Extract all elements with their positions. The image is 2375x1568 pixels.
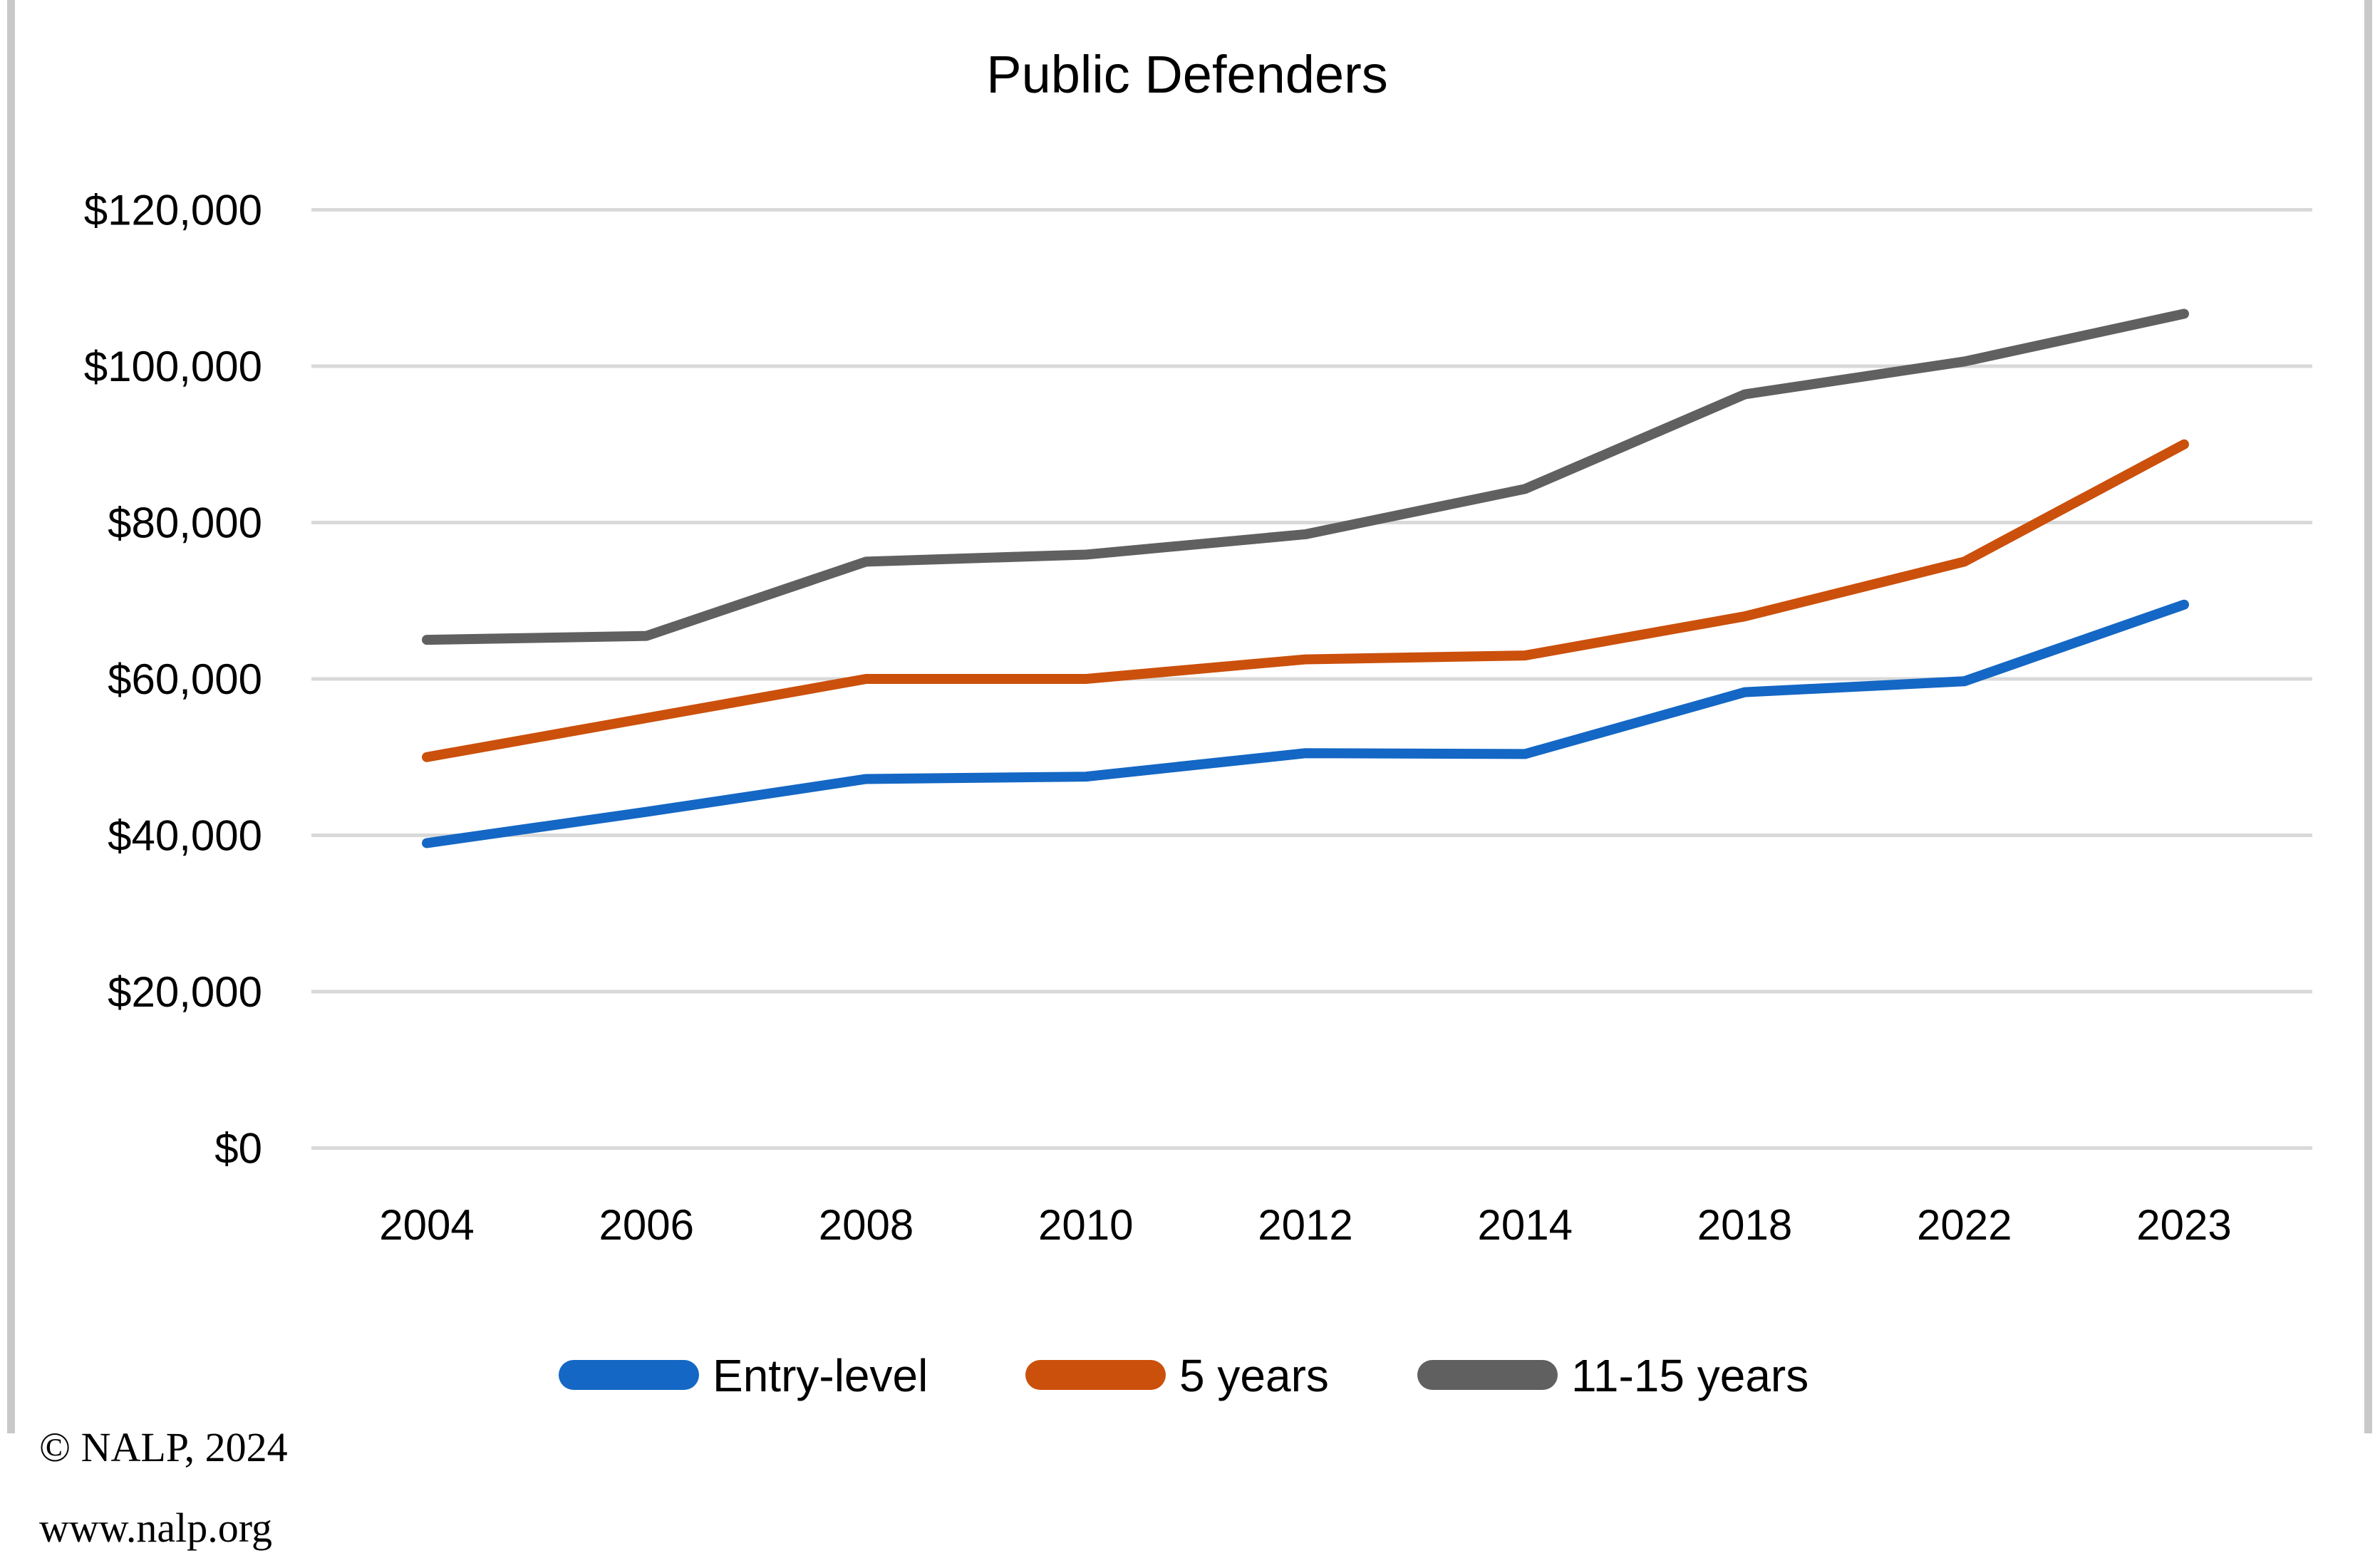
chart-title: Public Defenders bbox=[986, 45, 1388, 104]
x-tick-label: 2004 bbox=[379, 1201, 474, 1249]
website-text: www.nalp.org bbox=[39, 1505, 273, 1552]
x-tick-label: 2014 bbox=[1478, 1201, 1573, 1249]
y-tick-label: $20,000 bbox=[108, 968, 262, 1016]
legend-label-11-15-years: 11-15 years bbox=[1571, 1350, 1809, 1401]
source-note: © NALP, 2024 www.nalp.org bbox=[39, 1407, 288, 1568]
legend-label-entry-level: Entry-level bbox=[713, 1350, 928, 1401]
y-tick-label: $0 bbox=[214, 1125, 262, 1173]
x-tick-label: 2006 bbox=[599, 1201, 694, 1249]
x-tick-label: 2008 bbox=[819, 1201, 914, 1249]
x-tick-label: 2010 bbox=[1038, 1201, 1133, 1249]
y-tick-label: $40,000 bbox=[108, 812, 262, 860]
y-tick-label: $60,000 bbox=[108, 655, 262, 703]
series-line-11-15-years bbox=[422, 308, 2189, 645]
y-tick-label: $120,000 bbox=[84, 187, 262, 234]
right-border-line bbox=[2364, 0, 2372, 1433]
y-tick-label: $100,000 bbox=[84, 343, 262, 390]
x-tick-label: 2022 bbox=[1917, 1201, 2012, 1249]
series-line-5-years bbox=[422, 439, 2189, 762]
series-line-entry-level bbox=[422, 599, 2189, 848]
left-border-line bbox=[7, 0, 15, 1433]
copyright-text: © NALP, 2024 bbox=[39, 1424, 288, 1470]
legend-label-5-years: 5 years bbox=[1179, 1350, 1329, 1401]
x-tick-label: 2018 bbox=[1697, 1201, 1792, 1249]
y-tick-label: $80,000 bbox=[108, 499, 262, 547]
x-tick-label: 2023 bbox=[2136, 1201, 2231, 1249]
x-tick-label: 2012 bbox=[1258, 1201, 1352, 1249]
